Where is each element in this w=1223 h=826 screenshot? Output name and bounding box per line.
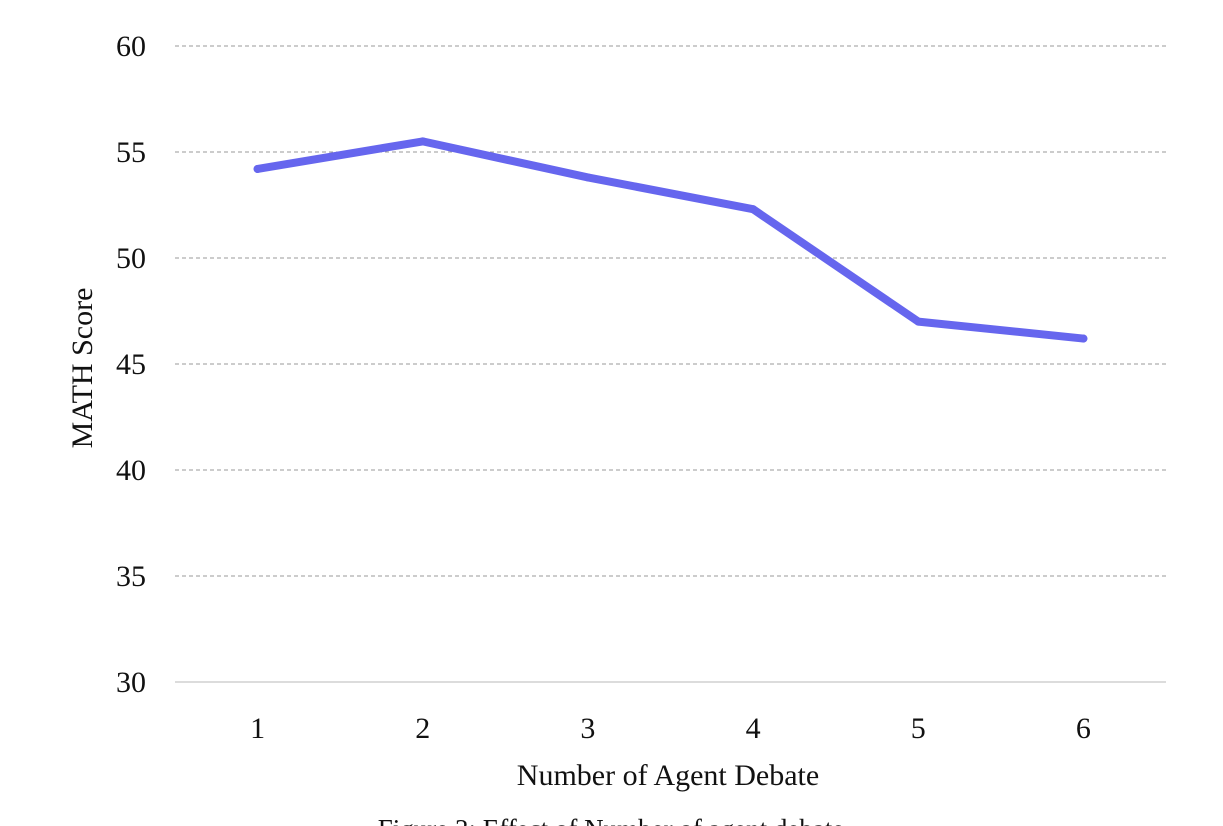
y-tick-label: 60: [116, 30, 146, 63]
series-layer: [253, 137, 1088, 343]
x-tick-label: 3: [580, 712, 595, 745]
y-tick-label: 50: [116, 242, 146, 275]
data-point: [583, 173, 592, 182]
y-axis-ticks: 30 35 40 45 50 55 60: [116, 30, 146, 699]
x-axis-ticks: 1 2 3 4 5 6: [250, 712, 1091, 745]
data-point: [749, 205, 758, 214]
x-tick-label: 1: [250, 712, 265, 745]
x-tick-label: 6: [1076, 712, 1091, 745]
x-tick-label: 2: [415, 712, 430, 745]
y-tick-label: 55: [116, 136, 146, 169]
x-tick-label: 5: [911, 712, 926, 745]
data-point: [253, 164, 262, 173]
x-axis-title: Number of Agent Debate: [517, 759, 819, 792]
y-axis-title: MATH Score: [66, 288, 99, 449]
x-tick-label: 4: [746, 712, 761, 745]
gridlines: [175, 45, 1166, 683]
y-tick-label: 35: [116, 560, 146, 593]
y-tick-label: 30: [116, 666, 146, 699]
data-point: [418, 137, 427, 146]
data-point: [914, 317, 923, 326]
y-tick-label: 45: [116, 348, 146, 381]
figure-caption: Figure 3: Effect of Number of agent deba…: [378, 814, 845, 826]
data-point: [1079, 334, 1088, 343]
series-line: [253, 137, 1088, 343]
y-tick-label: 40: [116, 454, 146, 487]
